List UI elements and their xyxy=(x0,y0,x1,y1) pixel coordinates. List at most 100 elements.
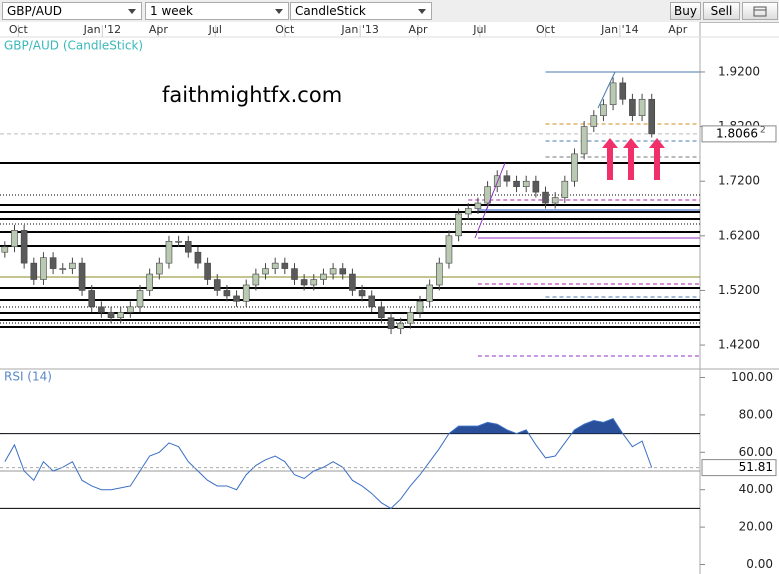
candle-body xyxy=(600,104,607,116)
candle-body xyxy=(281,262,289,269)
candle-body xyxy=(551,197,559,204)
candle-body xyxy=(204,262,211,280)
candle-body xyxy=(223,290,231,297)
candle-body xyxy=(233,295,240,302)
current-price-pipette: 2 xyxy=(760,125,766,135)
candle-body xyxy=(522,180,530,187)
candle-body xyxy=(300,279,308,286)
candle-body xyxy=(349,273,356,291)
y-tick-label: 1.4200 xyxy=(718,338,760,352)
period-select[interactable]: 1 week xyxy=(145,2,289,20)
annotation-arrows xyxy=(602,138,665,180)
candle-body xyxy=(436,262,443,286)
candle-body xyxy=(262,268,269,275)
candle-body xyxy=(513,180,520,187)
candle-body xyxy=(484,186,491,204)
candle-body xyxy=(474,202,482,209)
candle-body xyxy=(242,284,250,302)
x-tick-label: Apr xyxy=(409,23,429,36)
candle-body xyxy=(464,208,472,215)
y-tick-label: 40.00 xyxy=(739,482,773,496)
arrow xyxy=(649,138,665,180)
x-tick-label: Apr xyxy=(149,23,169,36)
current-rsi-label: 51.81 xyxy=(739,460,773,474)
sell-button[interactable]: Sell xyxy=(703,2,740,20)
arrow xyxy=(602,138,618,180)
candle-body xyxy=(532,180,540,193)
style-select[interactable]: CandleStick xyxy=(290,2,432,20)
candle-body xyxy=(619,82,627,100)
candle-body xyxy=(194,251,202,264)
candle-body xyxy=(580,126,588,155)
menu-button[interactable] xyxy=(742,2,778,20)
candle-body xyxy=(11,230,18,248)
candle-body xyxy=(69,262,76,269)
candle-body xyxy=(40,257,47,280)
candle-body xyxy=(175,240,182,243)
x-tick-label: Jul xyxy=(208,23,222,36)
candle-body xyxy=(378,306,385,319)
candle-body xyxy=(571,153,578,182)
candle-body xyxy=(88,290,96,308)
candle-body xyxy=(397,322,404,329)
candle-body xyxy=(561,180,569,198)
candle-body xyxy=(49,257,57,269)
buy-button[interactable]: Buy xyxy=(670,2,701,20)
x-tick-label: Oct xyxy=(9,23,29,36)
candle-body xyxy=(609,82,617,106)
candle-body xyxy=(629,98,636,116)
y-tick-label: 100.00 xyxy=(731,370,773,384)
candle-body xyxy=(387,317,395,329)
candle-body xyxy=(30,262,38,280)
candle-body xyxy=(213,279,221,291)
x-tick-label: Jan '14 xyxy=(600,23,638,36)
candle-body xyxy=(146,273,153,291)
trend-line xyxy=(474,162,506,239)
candle-body xyxy=(329,268,337,275)
rsi-panel-title: RSI (14) xyxy=(4,370,52,384)
trend-line xyxy=(597,71,616,109)
candle-body xyxy=(368,295,376,308)
x-tick-label: Oct xyxy=(536,23,556,36)
candle-body xyxy=(78,262,86,291)
candle-body xyxy=(590,115,598,127)
candle-body xyxy=(407,311,414,324)
y-tick-label: 20.00 xyxy=(739,520,773,534)
candle-body xyxy=(20,230,28,264)
candle-body xyxy=(271,262,279,269)
y-tick-label: 60.00 xyxy=(739,445,773,459)
candle-body xyxy=(136,290,144,308)
candle-body xyxy=(358,290,366,297)
y-tick-label: 0.00 xyxy=(746,557,773,571)
x-tick-label: Oct xyxy=(275,23,295,36)
candle-body xyxy=(165,240,173,264)
candle-body xyxy=(455,213,462,237)
candle-body xyxy=(310,279,318,286)
rsi-line xyxy=(4,418,653,510)
y-tick-label: 1.9200 xyxy=(718,64,760,78)
candle-body xyxy=(117,311,124,319)
overbought-area xyxy=(448,418,623,434)
y-tick-label: 1.6200 xyxy=(718,228,760,242)
current-price-label: 1.8066 xyxy=(716,126,758,140)
y-tick-label: 1.5200 xyxy=(718,283,760,297)
current-rsi-tag xyxy=(701,459,777,477)
arrow xyxy=(623,138,639,180)
candle-body xyxy=(59,268,67,270)
candle-body xyxy=(339,268,347,275)
toolbar: GBP/AUD 1 week CandleStick Buy Sell xyxy=(0,0,779,23)
candle-body xyxy=(416,301,424,313)
candle-body xyxy=(252,273,260,286)
x-tick-label: Jan '12 xyxy=(83,23,121,36)
candle-body xyxy=(184,240,192,253)
symbol-select[interactable]: GBP/AUD xyxy=(2,2,142,20)
candle-body xyxy=(503,175,511,182)
plot-background xyxy=(0,22,700,574)
x-tick-label: Jul xyxy=(472,23,486,36)
candle-body xyxy=(542,191,549,204)
candle-body xyxy=(648,98,656,135)
current-price-tag xyxy=(701,125,777,143)
price-panel-title: GBP/AUD (CandleStick) xyxy=(4,39,143,53)
x-tick-label: Apr xyxy=(668,23,688,36)
